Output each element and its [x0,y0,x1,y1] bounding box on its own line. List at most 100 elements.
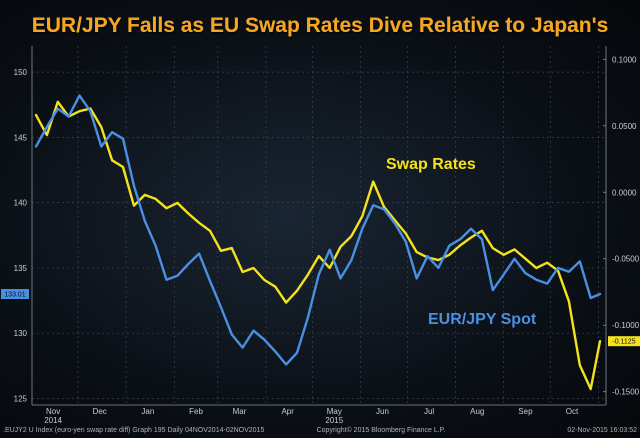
data-point-eur-jpy-spot [426,255,429,258]
data-point-eur-jpy-spot [187,263,190,265]
data-point-swap-rates [100,126,103,128]
data-point-eur-jpy-spot [209,280,211,282]
footer-timestamp: 02-Nov-2015 16:03:52 [567,427,637,434]
axes-layer: 125 130 135 140 145 150 0.1000 0.0500 0.0000 -0.0… [14,46,640,425]
data-point-swap-rates [415,251,418,254]
data-point-eur-jpy-spot [372,204,375,207]
data-point-eur-jpy-spot [535,278,538,281]
left-axis-tick-label: 125 [14,394,28,403]
swap-rates-annotation: Swap Rates [386,156,476,173]
data-point-swap-rates [589,388,592,390]
data-point-eur-jpy-spot [448,244,451,247]
data-point-swap-rates [176,202,179,204]
data-point-swap-rates [404,232,407,235]
last-value-label-swap-rates: -0.1125 [612,339,635,346]
data-point-eur-jpy-spot [67,115,70,118]
data-point-swap-rates [35,114,37,116]
data-point-eur-jpy-spot [339,277,342,280]
data-point-swap-rates [524,257,527,260]
data-point-eur-jpy-spot [459,238,462,241]
data-point-swap-rates [122,166,124,168]
x-axis-year-label: 2014 [44,416,62,425]
data-point-swap-rates [470,236,472,239]
right-axis-tick-label: -0.0500 [612,255,640,264]
left-axis-tick-label: 135 [14,264,28,273]
data-point-swap-rates [599,340,601,343]
data-point-swap-rates [143,194,146,196]
data-point-swap-rates [241,271,244,273]
data-point-eur-jpy-spot [230,333,233,336]
left-axis-tick-label: 145 [14,133,28,142]
data-point-eur-jpy-spot [46,126,48,128]
last-value-label-eur-jpy-spot: 133.01 [4,292,26,299]
data-point-swap-rates [56,100,59,103]
data-point-eur-jpy-spot [296,351,298,354]
data-point-swap-rates [209,229,211,232]
grid-layer [32,46,606,405]
data-point-swap-rates [165,207,168,210]
x-axis-month-label: Mar [233,407,247,416]
data-point-swap-rates [372,180,375,183]
right-axis-tick-label: 0.1000 [612,55,637,64]
data-point-swap-rates [263,279,266,281]
data-point-swap-rates [437,259,440,261]
data-point-swap-rates [285,301,287,304]
data-point-swap-rates [350,235,353,238]
last-value-box-swap-rates [608,336,640,347]
data-point-swap-rates [383,206,385,208]
data-point-eur-jpy-spot [89,110,92,113]
chart-title: EUR/JPY Falls as EU Swap Rates Dive Rela… [32,14,609,37]
footer-copyright: Copyright© 2015 Bloomberg Finance L.P. [317,426,446,434]
data-point-swap-rates [317,255,320,257]
data-point-eur-jpy-spot [437,267,440,269]
last-value-labels: -0.1125 133.01 [1,289,640,347]
data-point-swap-rates [502,253,505,256]
x-axis-month-label: Feb [189,407,203,416]
data-point-eur-jpy-spot [56,107,59,110]
data-point-eur-jpy-spot [350,259,353,261]
data-point-swap-rates [307,273,309,276]
data-point-swap-rates [78,110,81,113]
data-point-swap-rates [46,134,48,137]
x-axis-month-label: May [327,407,342,416]
data-point-swap-rates [568,300,570,303]
data-point-eur-jpy-spot [274,350,277,353]
data-point-eur-jpy-spot [122,137,124,140]
data-point-eur-jpy-spot [220,306,222,308]
data-point-eur-jpy-spot [578,260,581,263]
data-point-eur-jpy-spot [143,220,146,222]
x-axis-month-label: Jan [141,407,154,416]
data-point-eur-jpy-spot [252,329,255,332]
data-point-eur-jpy-spot [361,227,364,230]
series-line-swap-rates [34,100,602,391]
data-point-eur-jpy-spot [415,277,418,280]
x-axis-month-label: Dec [93,407,107,416]
data-point-swap-rates [133,204,135,207]
data-point-eur-jpy-spot [111,131,113,134]
data-point-swap-rates [361,215,364,218]
data-point-eur-jpy-spot [557,267,559,269]
x-axis-month-label: Aug [470,407,484,416]
data-point-swap-rates [220,249,222,252]
data-point-eur-jpy-spot [307,316,309,319]
right-axis-tick-label: 0.0000 [612,188,637,197]
x-axis-month-label: Oct [566,407,579,416]
data-point-swap-rates [546,261,549,264]
data-point-swap-rates [491,247,494,250]
data-point-eur-jpy-spot [317,273,320,276]
data-point-swap-rates [535,267,538,269]
data-point-eur-jpy-spot [241,346,244,349]
x-axis-month-label: Jun [376,407,389,416]
data-point-swap-rates [274,285,277,288]
x-axis-month-label: Jul [424,407,434,416]
data-point-swap-rates [230,247,233,250]
data-point-swap-rates [578,364,581,366]
data-point-eur-jpy-spot [599,293,601,295]
data-point-swap-rates [252,267,255,269]
data-point-swap-rates [513,248,516,251]
series-layer [34,94,602,391]
data-point-eur-jpy-spot [524,272,527,274]
x-axis-month-label: Nov [46,407,60,416]
